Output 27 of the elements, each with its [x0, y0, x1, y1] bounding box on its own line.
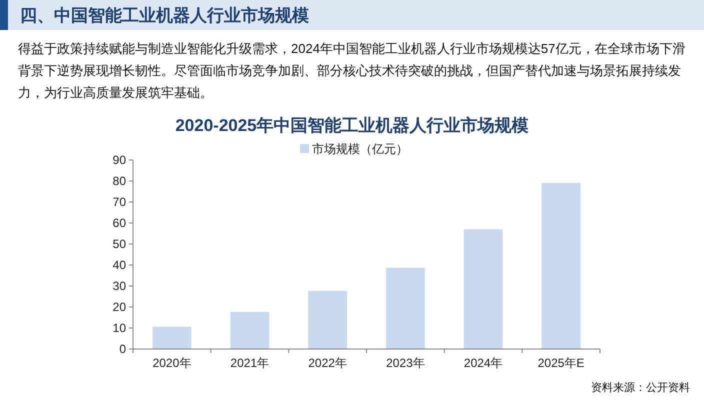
- chart-title: 2020-2025年中国智能工业机器人行业市场规模: [175, 116, 529, 135]
- bar: [386, 268, 425, 349]
- y-tick-label: 0: [119, 342, 126, 356]
- bar: [464, 229, 503, 349]
- bar: [308, 290, 348, 349]
- y-tick-label: 60: [112, 216, 126, 230]
- text: 资料来源：公开资料: [591, 381, 690, 395]
- x-tick-label: 2025年E: [538, 356, 584, 370]
- y-tick-label: 20: [112, 300, 126, 314]
- y-tick-label: 10: [112, 321, 126, 335]
- x-tick-label: 2022年: [308, 356, 347, 370]
- x-tick-label: 2021年: [230, 356, 270, 370]
- y-tick-label: 30: [112, 279, 126, 293]
- legend-label: 市场规模（亿元）: [312, 142, 408, 156]
- y-tick-label: 90: [112, 153, 126, 167]
- y-tick-label: 80: [112, 174, 126, 188]
- y-tick-label: 50: [112, 237, 126, 251]
- x-tick-label: 2024年: [464, 356, 503, 370]
- text: 四、中国智能工业机器人行业市场规模: [20, 5, 309, 27]
- x-tick-label: 2023年: [386, 356, 425, 370]
- bar: [152, 326, 192, 349]
- y-tick-label: 70: [112, 195, 126, 209]
- bar: [542, 182, 581, 349]
- x-tick-label: 2020年: [152, 356, 192, 370]
- y-tick-label: 40: [112, 258, 126, 272]
- bar: [230, 312, 270, 349]
- chart-subtitle: 得益于政策持续赋能与制造业智能化升级需求，2024年中国智能工业机器人行业市场规模达57亿元，在全球市场下滑背景下逆势展现增长韧性。尽管面临市场竞争加剧、部分核心技术待突破的挑战，但国产替代加速与场景拓展持续发力，为行业高质量发展筑牢基础。: [18, 40, 686, 102]
